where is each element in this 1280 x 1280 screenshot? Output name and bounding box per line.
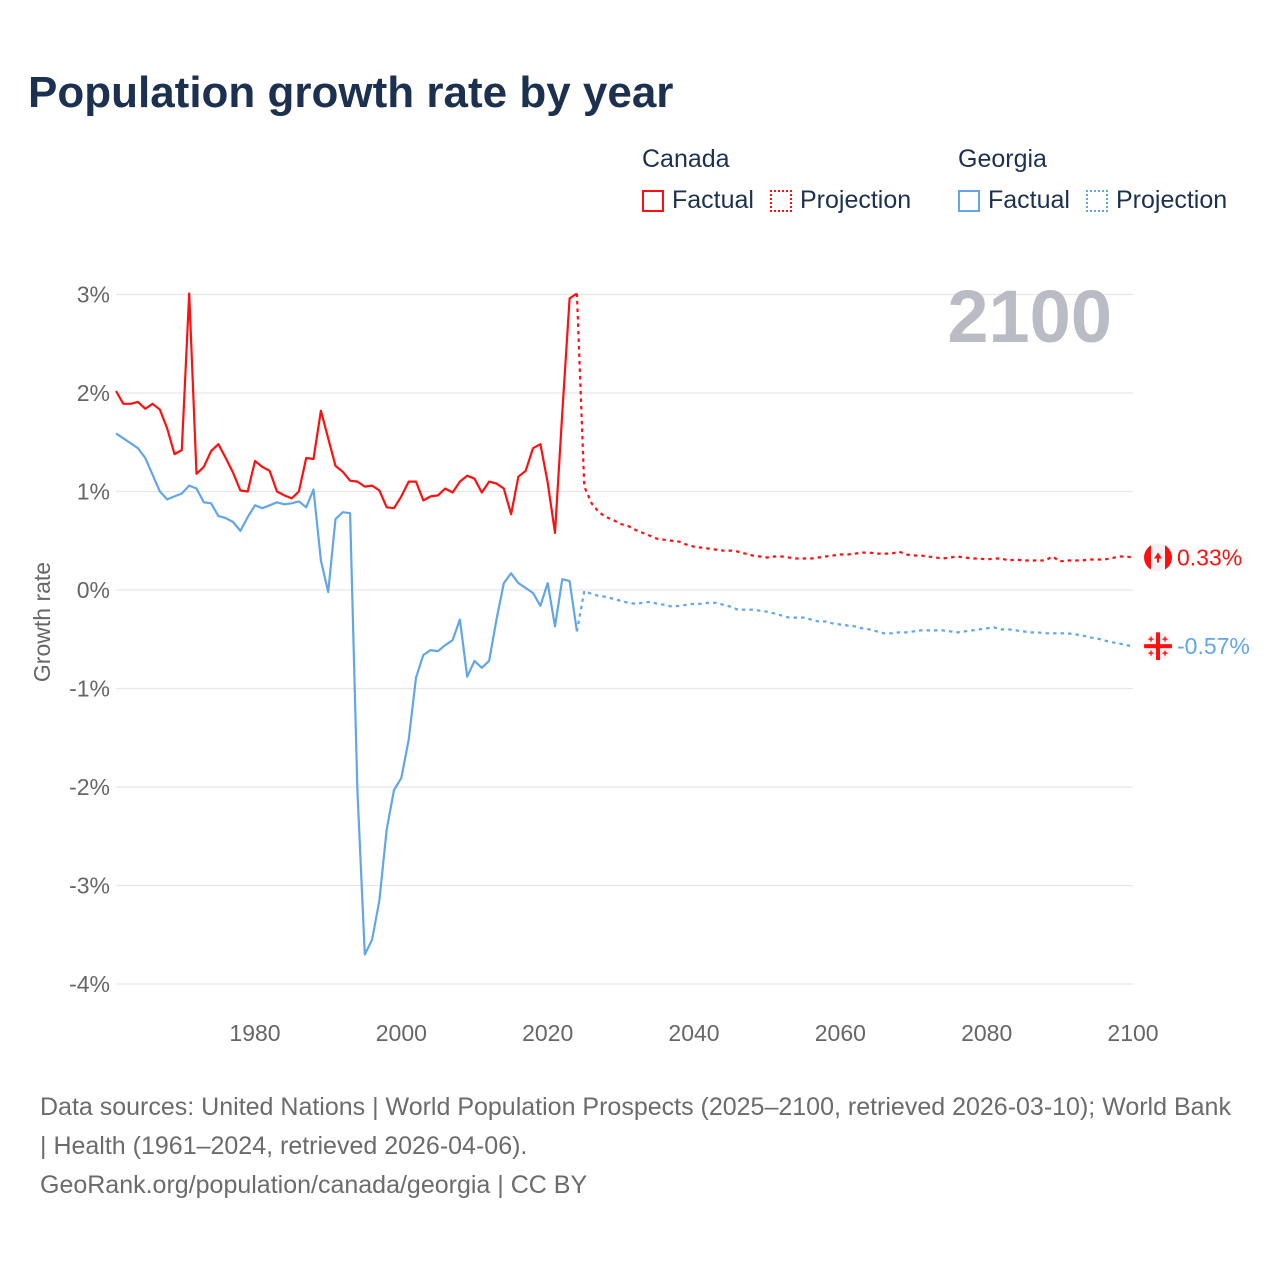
y-tick-label: 0% (77, 577, 110, 603)
x-tick-label: 2060 (815, 1020, 866, 1046)
legend-label: Factual (988, 186, 1070, 214)
legend-group-name: Georgia (958, 145, 1047, 173)
x-tick-label: 2000 (376, 1020, 427, 1046)
chart-title: Population growth rate by year (28, 68, 674, 117)
canada-end-value: 0.33% (1177, 544, 1242, 570)
y-tick-label: -4% (69, 971, 110, 997)
y-tick-label: -2% (69, 774, 110, 800)
solid-swatch-icon (958, 189, 980, 212)
legend-canada-projection[interactable]: Projection (769, 186, 912, 215)
y-tick-label: -1% (69, 676, 110, 702)
y-tick-label: 2% (77, 380, 110, 406)
georgia-projection-line[interactable] (575, 589, 1134, 648)
georgia-end-value: -0.57% (1177, 633, 1250, 659)
y-tick-label: -3% (69, 873, 110, 899)
data-sources: Data sources: United Nations | World Pop… (40, 1093, 1231, 1160)
canada-projection-line[interactable] (575, 293, 1134, 563)
legend-canada-factual[interactable]: Factual (642, 186, 754, 215)
x-tick-label: 2020 (522, 1020, 573, 1046)
canada-factual-line[interactable] (115, 292, 578, 535)
year-watermark: 2100 (947, 275, 1112, 358)
legend-label: Projection (1115, 186, 1228, 214)
x-tick-label: 1980 (229, 1020, 280, 1046)
canada-flag-icon (1144, 543, 1172, 572)
georgia-flag-icon (1144, 632, 1172, 661)
solid-swatch-icon (642, 189, 664, 212)
footer: Data sources: United Nations | World Pop… (40, 1088, 1240, 1205)
y-axis-label: Growth rate (29, 562, 55, 682)
georgia-factual-line[interactable] (115, 432, 578, 956)
dotted-swatch-icon (1085, 189, 1108, 212)
x-tick-label: 2100 (1107, 1020, 1158, 1046)
legend-label: Projection (799, 186, 912, 214)
x-tick-label: 2040 (668, 1020, 719, 1046)
dotted-swatch-icon (769, 189, 792, 212)
y-tick-label: 3% (77, 282, 110, 308)
legend-georgia-projection[interactable]: Projection (1085, 186, 1228, 215)
credit-link[interactable]: GeoRank.org/population/canada/georgia | … (40, 1171, 588, 1199)
legend-group-georgia: Georgia Factual Projection (958, 145, 1243, 215)
legend-group-name: Canada (642, 145, 730, 173)
x-tick-label: 2080 (961, 1020, 1012, 1046)
legend-label: Factual (672, 186, 754, 214)
legend-georgia-factual[interactable]: Factual (958, 186, 1070, 215)
y-tick-label: 1% (77, 479, 110, 505)
legend-group-canada: Canada Factual Projection (642, 145, 927, 215)
